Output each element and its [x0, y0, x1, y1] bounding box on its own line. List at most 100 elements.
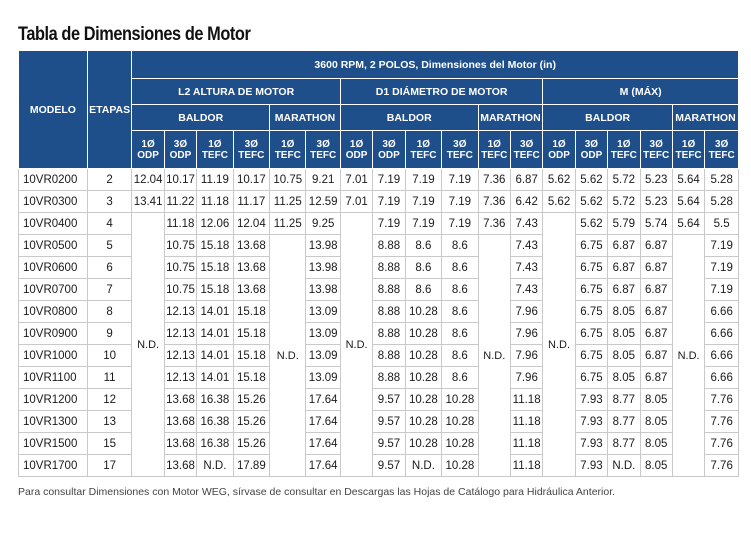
header-enclosure: TEFC — [610, 149, 637, 161]
table-row: 10VR1700 17 13.68 N.D. 17.89 17.64 9.57 N.D. 10.… — [18, 454, 739, 477]
table-cell: 5.72 — [607, 168, 641, 191]
table-cell: 7.19 — [441, 212, 479, 235]
table-cell: 7.76 — [704, 388, 739, 411]
table-cell: 7.93 — [574, 388, 609, 411]
table-cell: 6.87 — [607, 256, 641, 279]
table-cell: 15.18 — [232, 322, 271, 345]
table-cell: 8.6 — [441, 366, 479, 389]
table-cell: 11.17 — [232, 190, 271, 213]
table-cell: 5.72 — [607, 190, 641, 213]
table-cell: 7.19 — [704, 278, 739, 301]
table-cell: 8.05 — [639, 388, 673, 411]
table-cell: 10.28 — [404, 432, 443, 455]
table-cell: 10.28 — [404, 388, 443, 411]
table-cell: 6.87 — [607, 234, 641, 257]
cell-model: 10VR0900 — [18, 322, 88, 345]
table-cell: 13.68 — [232, 234, 271, 257]
table-cell: 8.88 — [372, 256, 406, 279]
table-cell: 14.01 — [196, 300, 234, 323]
cell-etapas: 6 — [86, 256, 133, 279]
header-subcol: 3Ø ODP — [163, 130, 198, 169]
table-row: 10VR0400 4 N.D. 11.18 12.06 12.04 11.25 9.25 N.D… — [18, 212, 739, 477]
header-subcol: 1Ø TEFC — [607, 130, 641, 169]
cell-model: 10VR1100 — [18, 366, 88, 389]
table-cell: 6.75 — [574, 278, 609, 301]
header-phase: 3Ø — [714, 138, 729, 150]
table-cell: 7.19 — [441, 168, 479, 191]
table-cell: 13.41 — [131, 190, 165, 213]
table-cell: 7.19 — [404, 168, 443, 191]
table-cell: 7.43 — [509, 256, 544, 279]
table-cell: 5.62 — [542, 190, 576, 213]
header-phase: 3Ø — [244, 138, 258, 150]
table-cell: 12.06 — [196, 212, 234, 235]
header-subcol: 3Ø TEFC — [639, 130, 673, 169]
table-cell: 5.28 — [704, 168, 739, 191]
table-cell: 10.75 — [163, 256, 198, 279]
table-cell: 8.05 — [607, 344, 641, 367]
table-cell: 9.57 — [372, 410, 406, 433]
table-cell: 13.09 — [305, 366, 341, 389]
table-cell: 7.36 — [477, 190, 511, 213]
header-phase: 1Ø — [552, 138, 566, 150]
header-subcol: 1Ø ODP — [542, 130, 576, 169]
cell-model: 10VR1200 — [18, 388, 88, 411]
table-cell: 13.68 — [232, 256, 271, 279]
table-cell: N.D. — [404, 454, 443, 477]
table-cell: 8.88 — [372, 278, 406, 301]
table-cell: 7.19 — [372, 168, 406, 191]
header-enclosure: TEFC — [410, 149, 437, 161]
table-cell: 8.05 — [639, 432, 673, 455]
table-cell: 5.64 — [671, 212, 706, 235]
table-cell: 5.62 — [574, 168, 609, 191]
header-subcol: 1Ø TEFC — [404, 130, 443, 169]
header-group-m: M (MÁX) — [542, 78, 739, 105]
table-cell: 10.28 — [441, 388, 479, 411]
table-cell: 16.38 — [196, 432, 234, 455]
table-cell: 5.23 — [639, 190, 673, 213]
table-cell: 7.19 — [404, 190, 443, 213]
header-phase: 3Ø — [316, 138, 330, 150]
header-enclosure: TEFC — [310, 149, 337, 161]
header-marathon: MARATHON — [269, 104, 341, 131]
table-cell: 13.98 — [305, 234, 341, 257]
table-cell: 6.66 — [704, 322, 739, 345]
table-cell: 7.19 — [441, 190, 479, 213]
table-cell: 6.42 — [509, 190, 544, 213]
header-phase: 1Ø — [208, 138, 222, 150]
cell-model: 10VR1000 — [18, 344, 88, 367]
table-cell: 8.6 — [441, 256, 479, 279]
table-cell: 7.96 — [509, 366, 544, 389]
cell-model: 10VR0400 — [18, 212, 88, 235]
table-cell: 15.18 — [196, 256, 234, 279]
table-cell: 10.28 — [404, 410, 443, 433]
table-cell: 7.36 — [477, 212, 511, 235]
table-cell: 8.6 — [441, 234, 479, 257]
cell-nd: N.D. — [542, 212, 576, 477]
table-cell: 10.75 — [163, 278, 198, 301]
table-cell: 15.18 — [196, 278, 234, 301]
header-enclosure: ODP — [345, 149, 368, 161]
page-title: Tabla de Dimensiones de Motor — [18, 24, 251, 45]
cell-etapas: 13 — [86, 410, 133, 433]
table-cell: 12.13 — [163, 366, 198, 389]
table-cell: 12.13 — [163, 344, 198, 367]
cell-model: 10VR0500 — [18, 234, 88, 257]
header-group-d1: D1 DIÁMETRO DE MOTOR — [339, 78, 544, 105]
table-cell: 11.18 — [509, 410, 544, 433]
table-cell: 13.98 — [305, 278, 341, 301]
table-cell: 7.93 — [574, 410, 609, 433]
header-subcol: 3Ø TEFC — [509, 130, 544, 169]
header-etapas: ETAPAS — [86, 50, 133, 169]
header-subcol: 3Ø TEFC — [441, 130, 479, 169]
table-cell: 8.77 — [607, 410, 641, 433]
table-cell: 7.96 — [509, 344, 544, 367]
cell-etapas: 8 — [86, 300, 133, 323]
header-phase: 3Ø — [649, 138, 663, 150]
table-cell: 6.87 — [639, 234, 673, 257]
table-cell: 15.18 — [196, 234, 234, 257]
table-cell: 6.66 — [704, 344, 739, 367]
table-cell: 8.88 — [372, 344, 406, 367]
table-cell: 9.57 — [372, 454, 406, 477]
table-row: 10VR1100 11 12.13 14.01 15.18 13.09 8.88 10.28 8… — [18, 366, 739, 389]
